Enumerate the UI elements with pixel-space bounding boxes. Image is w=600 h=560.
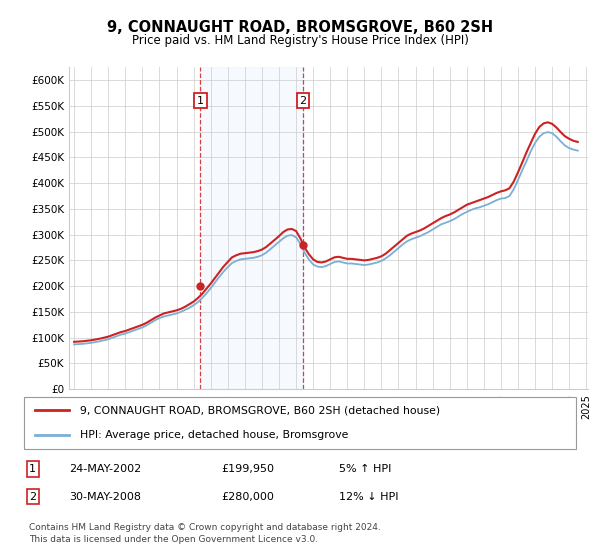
Text: 12% ↓ HPI: 12% ↓ HPI (340, 492, 399, 502)
Text: Price paid vs. HM Land Registry's House Price Index (HPI): Price paid vs. HM Land Registry's House … (131, 34, 469, 46)
Text: 5% ↑ HPI: 5% ↑ HPI (340, 464, 392, 474)
Text: 2: 2 (29, 492, 37, 502)
Text: 9, CONNAUGHT ROAD, BROMSGROVE, B60 2SH: 9, CONNAUGHT ROAD, BROMSGROVE, B60 2SH (107, 20, 493, 35)
Text: 1: 1 (197, 96, 204, 106)
Text: Contains HM Land Registry data © Crown copyright and database right 2024.
This d: Contains HM Land Registry data © Crown c… (29, 523, 381, 544)
Text: £199,950: £199,950 (221, 464, 274, 474)
Text: 2: 2 (299, 96, 307, 106)
Text: HPI: Average price, detached house, Bromsgrove: HPI: Average price, detached house, Brom… (80, 430, 349, 440)
Text: 30-MAY-2008: 30-MAY-2008 (69, 492, 141, 502)
Text: 1: 1 (29, 464, 36, 474)
Bar (200, 67, 303, 389)
Text: 9, CONNAUGHT ROAD, BROMSGROVE, B60 2SH (detached house): 9, CONNAUGHT ROAD, BROMSGROVE, B60 2SH (… (80, 405, 440, 416)
Text: 24-MAY-2002: 24-MAY-2002 (69, 464, 141, 474)
FancyBboxPatch shape (23, 397, 577, 449)
Text: £280,000: £280,000 (221, 492, 274, 502)
